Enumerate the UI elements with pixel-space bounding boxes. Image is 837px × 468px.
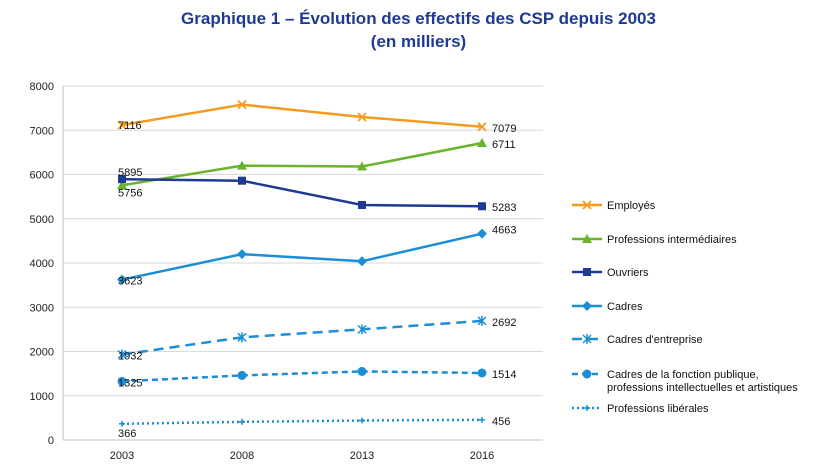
chart-subtitle: (en milliers) <box>370 32 467 51</box>
data-point <box>119 420 125 427</box>
data-label: 456 <box>492 416 510 428</box>
data-point <box>118 175 126 184</box>
series-line <box>121 370 483 383</box>
legend-marker <box>582 369 592 379</box>
data-point <box>237 249 247 260</box>
data-point <box>357 366 367 376</box>
series-line <box>121 418 483 426</box>
y-tick-label: 6000 <box>30 170 54 182</box>
legend-label: Employés <box>607 200 656 212</box>
data-label: 2692 <box>492 317 516 329</box>
y-tick-label: 0 <box>48 435 54 447</box>
x-tick-label: 2003 <box>110 450 134 462</box>
legend-label: Cadres d'entreprise <box>607 334 703 346</box>
data-label: 7116 <box>118 120 142 132</box>
data-point <box>117 349 127 360</box>
data-point <box>478 202 486 211</box>
data-point <box>477 122 487 132</box>
y-tick-label: 7000 <box>30 125 54 137</box>
data-point <box>237 370 247 380</box>
y-tick-label: 4000 <box>30 258 54 270</box>
y-tick-label: 2000 <box>30 347 54 359</box>
data-label: 1932 <box>118 351 142 363</box>
data-label: 5283 <box>492 202 516 214</box>
data-label: 6711 <box>492 139 516 151</box>
data-label: 5895 <box>118 167 142 179</box>
data-label: 3623 <box>118 276 142 288</box>
data-point <box>117 180 127 190</box>
data-label: 5756 <box>118 187 142 199</box>
series-line <box>121 177 483 208</box>
legend-marker <box>582 301 592 311</box>
legend-label: Professions intermédiaires <box>607 234 737 246</box>
data-label: 1514 <box>492 369 516 381</box>
data-point <box>357 112 367 122</box>
data-point <box>117 120 127 130</box>
data-point <box>237 332 247 343</box>
data-point <box>479 416 485 423</box>
series-line <box>121 232 483 281</box>
x-tick-label: 2013 <box>350 450 374 462</box>
legend-marker <box>584 405 590 411</box>
legend-label: professions intellectuelles et artistiqu… <box>607 382 798 394</box>
data-point <box>357 324 367 335</box>
data-point <box>358 201 366 210</box>
x-tick-label: 2008 <box>230 450 254 462</box>
data-point <box>117 376 127 386</box>
legend-label: Cadres <box>607 301 643 313</box>
series-line <box>121 103 483 128</box>
y-tick-label: 8000 <box>30 81 54 93</box>
chart-title: Graphique 1 – Évolution des effectifs de… <box>181 9 656 28</box>
series-line <box>121 141 483 187</box>
data-point <box>239 418 245 425</box>
data-point <box>477 368 487 378</box>
data-point <box>477 138 487 148</box>
data-point <box>237 99 247 110</box>
data-point <box>357 256 367 267</box>
data-point <box>117 274 127 285</box>
x-tick-label: 2016 <box>470 450 494 462</box>
y-tick-label: 1000 <box>30 391 54 403</box>
data-point <box>238 176 246 185</box>
data-label: 7079 <box>492 123 516 135</box>
data-point <box>359 417 365 424</box>
legend-marker <box>582 334 592 344</box>
legend-marker <box>582 234 592 243</box>
legend-label: Cadres de la fonction publique, <box>607 369 759 381</box>
data-label: 366 <box>118 428 136 440</box>
legend-marker <box>583 268 591 276</box>
legend-label: Ouvriers <box>607 267 649 279</box>
data-label: 1325 <box>118 377 142 389</box>
legend-marker <box>582 200 592 210</box>
y-tick-label: 3000 <box>30 302 54 314</box>
series-line <box>121 319 483 356</box>
data-point <box>477 228 487 239</box>
legend-label: Professions libérales <box>607 403 709 415</box>
data-point <box>237 160 247 170</box>
data-label: 4663 <box>492 225 516 237</box>
data-point <box>477 315 487 326</box>
data-point <box>357 161 367 171</box>
y-tick-label: 5000 <box>30 214 54 226</box>
